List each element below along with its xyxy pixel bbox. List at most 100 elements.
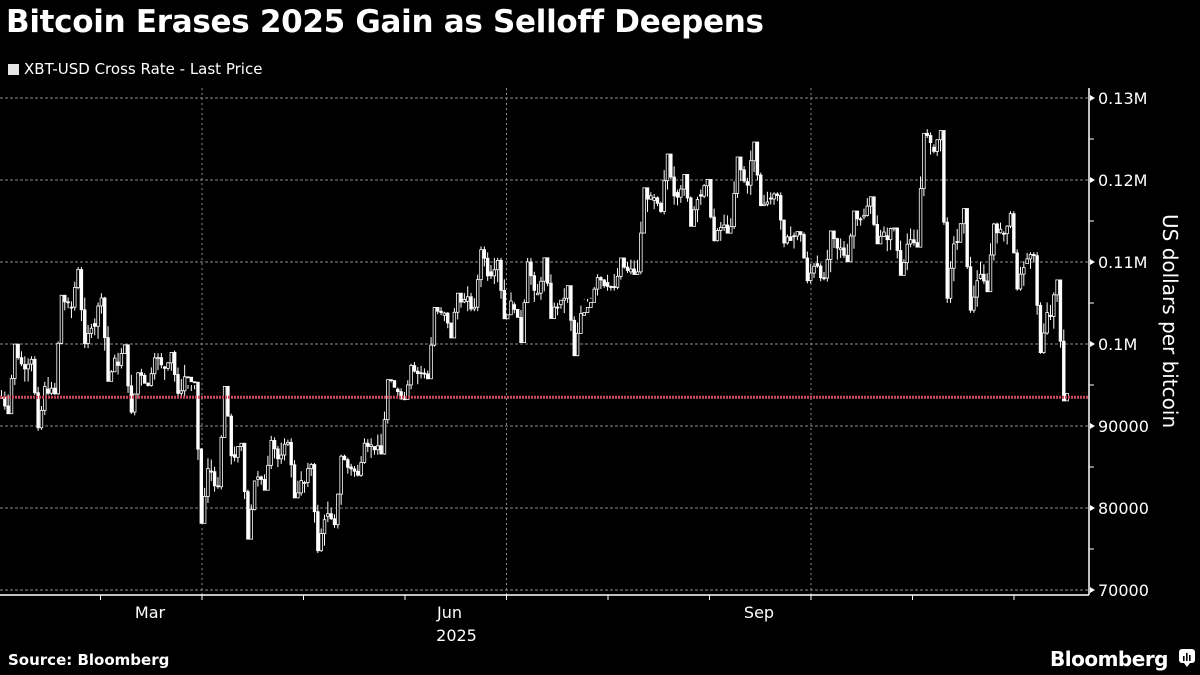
candle-body: [682, 174, 686, 190]
candle-body: [938, 130, 943, 141]
y-tick-label: 0.11M: [1098, 253, 1147, 272]
candle-body: [129, 385, 134, 413]
candles: [0, 129, 1069, 554]
y-tick-label: 0.13M: [1098, 89, 1147, 108]
candle-body: [1058, 279, 1063, 342]
candle-body: [675, 191, 680, 198]
candle-body: [752, 141, 756, 162]
tick-marker-icon: [1090, 341, 1095, 347]
candle-body: [419, 372, 423, 375]
bloomberg-terminal-icon: [1179, 649, 1195, 667]
candle-body: [389, 379, 393, 382]
candle-body: [499, 259, 503, 291]
source-label: Source: Bloomberg: [8, 651, 170, 669]
candle-body: [113, 357, 117, 373]
candle-body: [765, 201, 770, 205]
candle-body: [895, 227, 899, 251]
candle-body: [309, 464, 313, 470]
candle-body: [599, 277, 603, 281]
candle-body: [732, 193, 736, 228]
candle-body: [166, 362, 170, 369]
candle-body: [206, 468, 210, 497]
candle-body: [848, 235, 853, 263]
candle-body: [495, 259, 500, 271]
candle-body: [1038, 304, 1043, 353]
tick-marker-icon: [1090, 177, 1095, 183]
candle-body: [492, 269, 497, 277]
candle-body: [782, 219, 786, 244]
candle-body: [862, 214, 866, 218]
candle-body: [512, 304, 517, 310]
candle-body: [162, 366, 167, 369]
candle-body: [519, 316, 523, 343]
candle-body: [306, 468, 310, 483]
candle-body: [575, 332, 580, 357]
candle-body: [465, 296, 470, 302]
candle-body: [152, 357, 157, 375]
candle-body: [845, 254, 850, 263]
candle-body: [426, 373, 430, 380]
candle-body: [605, 282, 610, 287]
candle-body: [116, 361, 120, 366]
candle-body: [589, 301, 593, 308]
candle-body: [279, 454, 283, 460]
candle-body: [422, 372, 427, 375]
candle-body: [329, 513, 333, 520]
candle-body: [619, 257, 623, 277]
candle-body: [805, 257, 810, 282]
y-tick-label: 0.12M: [1098, 171, 1147, 190]
candle-body: [109, 371, 114, 382]
candle-body: [262, 479, 267, 491]
candle-body: [525, 261, 530, 304]
candle-body: [539, 280, 543, 294]
candle-body: [699, 194, 703, 197]
candle-body: [725, 224, 730, 234]
y-axis-tick-labels: 70000 80000 90000 0.1M 0.11M 0.12M 0.13M: [1098, 89, 1149, 600]
candle-body: [1005, 225, 1009, 235]
candle-body: [705, 179, 710, 187]
candle-body: [123, 344, 127, 354]
candle-body: [792, 235, 796, 238]
x-year-label: 2025: [436, 626, 477, 645]
candle-body: [775, 193, 780, 196]
candle-body: [642, 187, 646, 234]
candle-body: [346, 459, 350, 468]
candle-body: [1002, 232, 1006, 235]
candle-body: [665, 153, 670, 182]
candle-body: [868, 196, 873, 207]
candle-body: [955, 241, 959, 243]
candle-body: [535, 292, 540, 296]
candle-body: [199, 448, 203, 524]
candle-body: [689, 197, 693, 227]
candle-body: [569, 285, 573, 321]
candle-body: [995, 223, 999, 234]
candle-body: [858, 218, 863, 221]
candle-body: [462, 298, 467, 303]
candle-body: [655, 197, 660, 204]
candle-body: [296, 492, 300, 499]
candle-body: [6, 405, 10, 415]
candle-body: [875, 224, 879, 245]
candle-body: [1018, 273, 1023, 290]
x-axis-tick-labels: Mar Jun Sep 2025: [135, 603, 774, 645]
candle-body: [625, 266, 630, 271]
candle-body: [276, 448, 280, 460]
candle-body: [832, 230, 836, 240]
candle-body: [132, 393, 137, 413]
candle-body: [545, 257, 550, 284]
candle-body: [349, 466, 353, 470]
x-tick-label: Jun: [436, 603, 462, 622]
candle-body: [182, 376, 187, 392]
candle-body: [19, 357, 24, 365]
candle-body: [579, 313, 583, 334]
candle-body: [446, 312, 450, 324]
candle-body: [755, 141, 760, 176]
candle-body: [13, 343, 17, 379]
candle-body: [39, 409, 44, 429]
candle-body: [366, 442, 370, 447]
candle-body: [56, 342, 60, 395]
candle-body: [249, 509, 253, 540]
y-tick-label: 70000: [1098, 581, 1149, 600]
candle-body: [359, 462, 363, 476]
candle-body: [852, 210, 856, 237]
